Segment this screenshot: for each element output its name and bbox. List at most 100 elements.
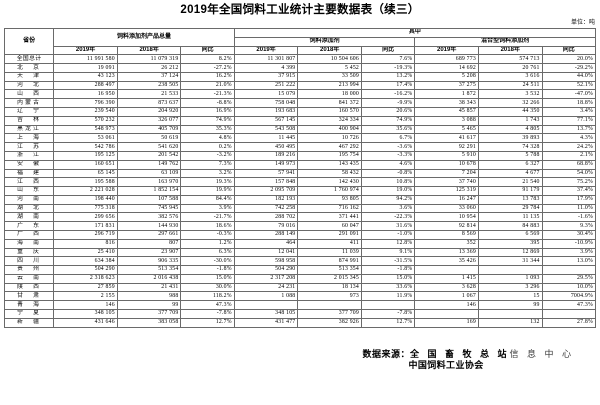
cell-province: 湖 南 — [3, 212, 55, 223]
cell-mfa-2018: 3 616 — [477, 71, 543, 82]
header-group-among-which: 其中 — [233, 28, 597, 38]
header-fa-2019: 2019年 — [233, 45, 299, 56]
cell-total-2019: 548 973 — [53, 124, 118, 135]
cell-fa-2018: 10 504 606 — [297, 54, 363, 65]
cell-mfa-2019: 8 569 — [414, 229, 479, 240]
cell-fa-2019: 288 149 — [233, 229, 299, 240]
cell-mfa-2019: 689 773 — [414, 54, 479, 65]
cell-total-2018: 149 762 — [116, 159, 182, 170]
cell-fa-2019: 758 048 — [233, 98, 299, 109]
cell-mfa-2019: 3 628 — [414, 282, 479, 293]
cell-province: 四 川 — [3, 256, 55, 267]
cell-fa-2018: 143 435 — [297, 159, 363, 170]
cell-mfa-2019: 92 291 — [414, 142, 479, 152]
cell-fa-2018: 93 805 — [297, 194, 363, 205]
cell-total-yoy: 16.2% — [180, 71, 235, 82]
cell-total-2018: 238 505 — [116, 80, 182, 91]
cell-mfa-yoy: 13.0% — [541, 256, 597, 267]
cell-mfa-2019: 41 617 — [414, 133, 479, 144]
cell-mfa-2019: 125 319 — [414, 186, 479, 196]
cell-mfa-yoy: 18.8% — [541, 98, 597, 109]
table-row: 福 建 65 145 63 109 3.2% 57 941 58 432 -0.8% 7 20… — [3, 168, 597, 179]
cell-mfa-yoy: 24.2% — [541, 142, 597, 152]
cell-mfa-2019: 10 954 — [414, 212, 479, 223]
cell-total-2018: 21 431 — [116, 282, 182, 293]
cell-total-2018: 745 945 — [116, 203, 182, 214]
header-row-groups: 省份 饲料添加剂产品总量 其中 — [3, 27, 597, 56]
cell-fa-2018: 160 570 — [297, 107, 363, 117]
cell-province: 吉 林 — [3, 115, 55, 126]
cell-mfa-yoy: -1.6% — [541, 212, 597, 223]
source-footer: 数据来源：全 国 畜 牧 总 站信 息 中 心 中国饲料工业协会 — [0, 348, 600, 372]
cell-mfa-yoy — [541, 309, 597, 319]
cell-fa-yoy: -1.8% — [361, 265, 416, 275]
cell-mfa-yoy: 29.5% — [541, 273, 597, 284]
cell-mfa-2019: 1 415 — [414, 273, 479, 284]
cell-mfa-2018: 1 743 — [477, 115, 543, 126]
table-body: 全国总计 11 991 580 11 079 319 8.2% 11 301 807 10… — [3, 54, 597, 328]
cell-fa-2018: 2 015 345 — [297, 273, 363, 284]
cell-total-2018: 906 335 — [116, 256, 182, 267]
cell-mfa-yoy: 75.2% — [541, 177, 597, 188]
cell-mfa-yoy: -10.9% — [541, 238, 597, 249]
cell-fa-2019: 2 095 709 — [233, 186, 299, 196]
cell-mfa-2018: 12 869 — [477, 247, 543, 258]
cell-mfa-yoy — [541, 265, 597, 275]
cell-total-2019: 816 — [53, 238, 118, 249]
cell-total-2018: 50 619 — [116, 133, 182, 144]
cell-mfa-2019: 3 088 — [414, 115, 479, 126]
cell-mfa-yoy: -47.0% — [541, 89, 597, 100]
cell-total-yoy: 3.9% — [180, 203, 235, 214]
cell-fa-yoy: -7.8% — [361, 309, 416, 319]
cell-total-2018: 63 109 — [116, 168, 182, 179]
cell-province: 山 西 — [3, 89, 55, 100]
cell-fa-2019: 11 445 — [233, 133, 299, 144]
cell-total-2018: 23 907 — [116, 247, 182, 258]
cell-fa-2018: 142 430 — [297, 177, 363, 188]
cell-mfa-2019: 5 208 — [414, 71, 479, 82]
cell-fa-2018: 841 372 — [297, 98, 363, 109]
cell-total-2019: 171 831 — [53, 221, 118, 231]
header-group-feed-additive: 饲料添加剂 — [233, 36, 416, 47]
cell-mfa-2019: 14 692 — [414, 63, 479, 73]
cell-fa-2019: 348 105 — [233, 309, 299, 319]
cell-total-2018: 26 212 — [116, 63, 182, 73]
cell-total-yoy: 0.2% — [180, 142, 235, 152]
cell-mfa-yoy: 10.0% — [541, 282, 597, 293]
table-row: 内蒙古 796 390 873 637 -8.8% 758 048 841 372 -9.9… — [3, 98, 597, 109]
cell-total-2019: 19 091 — [53, 63, 118, 73]
cell-mfa-2018: 21 540 — [477, 177, 543, 188]
cell-mfa-2018: 24 511 — [477, 80, 543, 91]
cell-total-2018: 513 354 — [116, 265, 182, 275]
cell-total-yoy: -27.2% — [180, 63, 235, 73]
cell-total-yoy: 15.0% — [180, 273, 235, 284]
cell-total-2018: 807 — [116, 238, 182, 249]
cell-fa-2018: 973 — [297, 291, 363, 302]
cell-total-2018: 163 970 — [116, 177, 182, 188]
source-label: 数据来源： — [362, 348, 410, 359]
cell-fa-2018: 18 000 — [297, 89, 363, 100]
cell-province: 福 建 — [3, 168, 55, 179]
cell-total-2018: 204 920 — [116, 107, 182, 117]
cell-mfa-2018: 4 805 — [477, 124, 543, 135]
cell-total-yoy: -21.3% — [180, 89, 235, 100]
table-row: 河 南 198 440 107 588 84.4% 182 193 93 805 94.2%… — [3, 194, 597, 205]
table-row: 湖 南 299 656 382 576 -21.7% 288 702 371 441 -22… — [3, 212, 597, 223]
cell-fa-2019 — [233, 300, 299, 310]
cell-fa-2019: 567 145 — [233, 115, 299, 126]
cell-province: 安 徽 — [3, 159, 55, 170]
cell-mfa-2018: 20 761 — [477, 63, 543, 73]
cell-fa-2018: 382 926 — [297, 317, 363, 328]
header-total-2018: 2018年 — [116, 45, 182, 56]
cell-mfa-2018: 13 783 — [477, 194, 543, 205]
cell-province: 天 津 — [3, 71, 55, 82]
cell-total-2019: 348 105 — [53, 309, 118, 319]
cell-fa-2018: 60 047 — [297, 221, 363, 231]
cell-mfa-2018 — [477, 265, 543, 275]
cell-mfa-2018: 6 327 — [477, 159, 543, 170]
cell-fa-yoy: -0.8% — [361, 168, 416, 179]
cell-total-yoy: 1.2% — [180, 238, 235, 249]
cell-province: 江 苏 — [3, 142, 55, 152]
